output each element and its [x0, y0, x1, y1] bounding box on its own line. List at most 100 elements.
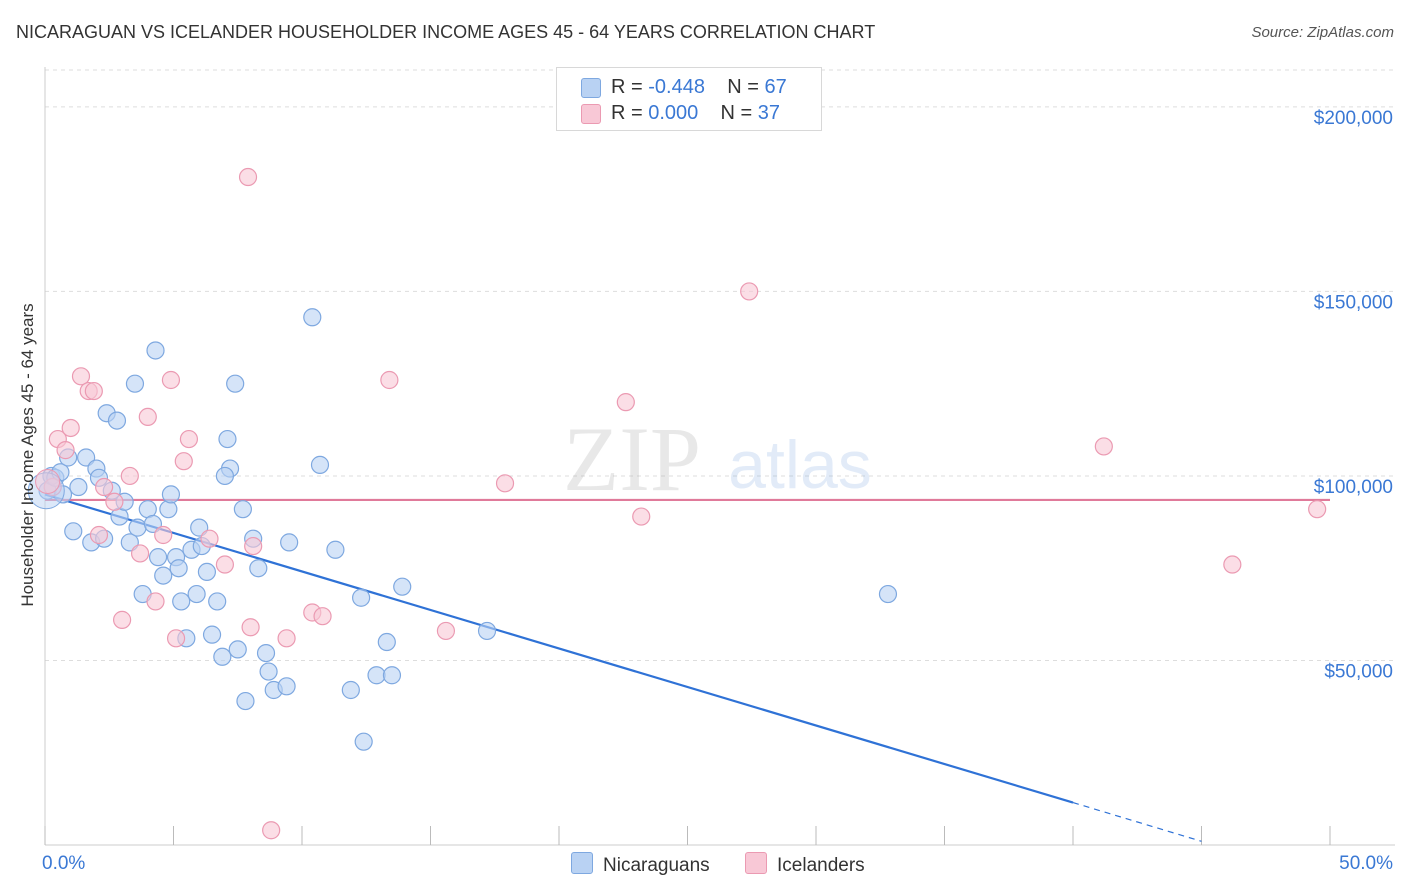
icelander-point [1308, 500, 1327, 519]
icelander-point [154, 525, 173, 545]
icelander-point [313, 607, 332, 626]
nicaraguan-point [148, 548, 168, 567]
icelander-point [632, 507, 651, 526]
icelander-point [161, 370, 181, 390]
nicaraguan-point [107, 411, 127, 430]
trend-lines [44, 493, 1330, 842]
legend-n-value: 37 [757, 102, 781, 124]
bottom-legend-swatch-pink [745, 852, 767, 874]
nicaraguan-point [161, 485, 181, 504]
correlation-legend: R = -0.448 N = 67 R = 0.000 N = 37 [556, 67, 822, 131]
nicaraguan-point [169, 559, 188, 578]
icelander-point [277, 629, 296, 648]
nicaraguan-point [77, 448, 96, 467]
y-tick-label: $150,000 [1314, 292, 1393, 313]
nicaraguan-point [352, 588, 371, 607]
bottom-legend-swatch-blue [571, 852, 593, 874]
legend-r-label: R = [611, 102, 643, 124]
nicaraguan-point [64, 522, 83, 541]
nicaraguan-point [326, 540, 345, 559]
icelander-point [35, 468, 61, 494]
legend-r-label: R = [611, 76, 643, 98]
nicaraguan-point [367, 666, 386, 685]
icelander-point [380, 370, 399, 390]
nicaraguan-point [393, 577, 412, 596]
icelander-point [89, 525, 109, 545]
nicaraguan-point [146, 341, 165, 360]
nicaraguan-point [143, 514, 163, 534]
icelander-point [241, 618, 260, 637]
icelander-point [1223, 555, 1242, 574]
nicaraguan-point [236, 691, 255, 711]
icelander-point [215, 555, 234, 574]
nicaraguan-point [128, 518, 147, 537]
watermark-atlas: atlas [728, 427, 872, 503]
nicaraguan-point [197, 562, 217, 582]
icelander-point [238, 167, 258, 187]
y-axis-label: Householder Income Ages 45 - 64 years [18, 303, 37, 606]
nicaraguan-point [154, 566, 173, 585]
chart-source: Source: ZipAtlas.com [1251, 24, 1394, 41]
nicaraguan-point [187, 584, 206, 604]
nicaraguan-point [377, 632, 396, 652]
nicaraguan-point [256, 643, 276, 663]
y-tick-label: $100,000 [1314, 477, 1393, 498]
tick-labels: $50,000 $100,000 $150,000 $200,000 0.0% 50.0% [42, 108, 1393, 874]
nicaraguan-point [69, 477, 88, 497]
icelander-point [112, 610, 132, 629]
legend-swatch-blue [581, 78, 601, 98]
icelander-point [61, 418, 80, 438]
icelander-point [262, 821, 281, 840]
chart-title: NICARAGUAN VS ICELANDER HOUSEHOLDER INCO… [16, 22, 876, 42]
icelander-point [436, 621, 456, 641]
nicaraguan-trend-line [44, 493, 1074, 804]
legend-n-label: N = [727, 76, 759, 98]
nicaraguan-point [202, 625, 222, 644]
legend-swatch-pink [581, 104, 601, 124]
legend-n-value: 67 [764, 76, 787, 98]
x-tick-label: 0.0% [42, 853, 85, 874]
icelander-point [95, 477, 114, 497]
nicaraguan-point [354, 732, 373, 751]
legend-r-value: -0.448 [648, 76, 705, 98]
icelander-point [200, 529, 219, 548]
nicaraguan-point [228, 640, 247, 659]
nicaraguan-point [233, 500, 252, 519]
nicaraguan-point [382, 666, 402, 685]
icelander-point [179, 429, 199, 449]
nicaraguan-point [341, 680, 360, 700]
nicaraguan-point [277, 677, 296, 696]
nicaraguan-point [226, 374, 245, 393]
nicaraguan-point [215, 466, 234, 486]
nicaraguan-point [249, 559, 268, 578]
icelander-point [138, 407, 157, 427]
nicaraguan-point [120, 533, 139, 552]
nicaraguan-point [159, 500, 178, 519]
bottom-legend-nicaraguans: Nicaraguans [571, 852, 710, 877]
icelander-point [146, 592, 165, 611]
nicaraguan-point [190, 518, 209, 537]
icelander-point [174, 452, 193, 471]
icelander-point [130, 544, 150, 563]
bottom-legend-label: Icelanders [777, 855, 865, 876]
icelander-point [84, 381, 103, 401]
nicaraguan-point [477, 621, 497, 641]
axes [44, 67, 1395, 846]
nicaraguan-point [259, 662, 278, 681]
nicaraguan-point [213, 647, 232, 666]
icelander-point [56, 441, 75, 460]
nicaraguan-trend-extension [1072, 801, 1202, 842]
watermark-zip: ZIP [563, 408, 701, 510]
icelander-point [495, 474, 515, 493]
nicaraguan-point [310, 455, 330, 474]
nicaraguan-point [878, 584, 898, 604]
icelander-point [616, 393, 635, 412]
icelander-point [1094, 437, 1113, 456]
y-tick-label: $200,000 [1314, 108, 1393, 129]
y-tick-label: $50,000 [1324, 661, 1393, 682]
icelander-point [120, 466, 139, 486]
legend-r-value: 0.000 [648, 102, 699, 124]
watermark: ZIP atlas [563, 408, 872, 510]
icelander-point [166, 629, 186, 648]
